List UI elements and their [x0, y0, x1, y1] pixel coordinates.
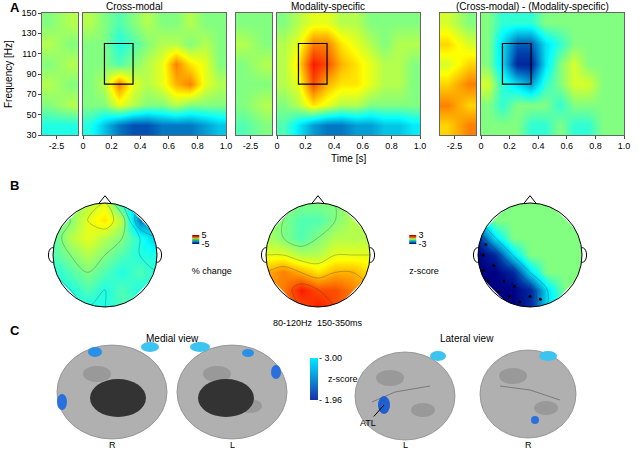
svg-text:0.8: 0.8: [589, 141, 602, 151]
svg-text:Time [s]: Time [s]: [331, 153, 366, 164]
svg-text:0.6: 0.6: [357, 141, 370, 151]
svg-text:% change: % change: [192, 266, 232, 276]
svg-text:-2.5: -2.5: [243, 141, 259, 151]
svg-text:z-score: z-score: [328, 374, 358, 384]
svg-text:Frequency [Hz]: Frequency [Hz]: [3, 40, 14, 108]
svg-text:3: 3: [419, 230, 424, 240]
svg-text:0.6: 0.6: [163, 141, 176, 151]
svg-text:L: L: [230, 440, 235, 450]
svg-text:0: 0: [274, 141, 279, 151]
svg-text:- 3.00: - 3.00: [319, 353, 342, 363]
svg-text:(Cross-modal) - (Modality-spec: (Cross-modal) - (Modality-specific): [456, 1, 609, 12]
svg-text:0.4: 0.4: [134, 141, 147, 151]
svg-text:0: 0: [80, 141, 85, 151]
svg-text:Modality-specific: Modality-specific: [291, 1, 365, 12]
svg-text:C: C: [10, 323, 20, 338]
svg-text:1.0: 1.0: [414, 141, 427, 151]
svg-text:-2.5: -2.5: [447, 141, 463, 151]
svg-text:R: R: [525, 440, 532, 450]
svg-text:0.8: 0.8: [191, 141, 204, 151]
svg-text:130: 130: [22, 28, 37, 38]
svg-text:0.4: 0.4: [532, 141, 545, 151]
svg-text:B: B: [10, 178, 19, 193]
svg-text:70: 70: [27, 89, 37, 99]
svg-text:-3: -3: [419, 239, 427, 249]
svg-text:1.0: 1.0: [618, 141, 631, 151]
svg-text:0: 0: [478, 141, 483, 151]
svg-text:R: R: [109, 440, 116, 450]
svg-text:A: A: [10, 0, 20, 15]
svg-text:150: 150: [22, 8, 37, 18]
svg-text:90: 90: [27, 69, 37, 79]
svg-text:- 1.96: - 1.96: [319, 395, 342, 405]
svg-text:0.6: 0.6: [561, 141, 574, 151]
svg-text:Medial view: Medial view: [146, 333, 199, 344]
svg-text:0.4: 0.4: [328, 141, 341, 151]
svg-text:110: 110: [22, 49, 36, 59]
svg-text:z-score: z-score: [409, 266, 439, 276]
svg-text:-5: -5: [202, 239, 210, 249]
svg-text:L: L: [403, 440, 408, 450]
svg-text:Lateral view: Lateral view: [440, 333, 494, 344]
svg-text:5: 5: [202, 230, 207, 240]
svg-text:0.2: 0.2: [299, 141, 312, 151]
svg-text:ATL: ATL: [360, 418, 376, 428]
svg-text:0.2: 0.2: [105, 141, 118, 151]
svg-text:50: 50: [27, 110, 37, 120]
svg-text:-2.5: -2.5: [49, 141, 65, 151]
svg-text:30: 30: [27, 130, 37, 140]
svg-text:1.0: 1.0: [220, 141, 233, 151]
svg-text:0.2: 0.2: [503, 141, 516, 151]
svg-text:Cross-modal: Cross-modal: [106, 1, 163, 12]
svg-text:80-120Hz 150-350ms: 80-120Hz 150-350ms: [273, 318, 363, 328]
svg-text:0.8: 0.8: [385, 141, 398, 151]
